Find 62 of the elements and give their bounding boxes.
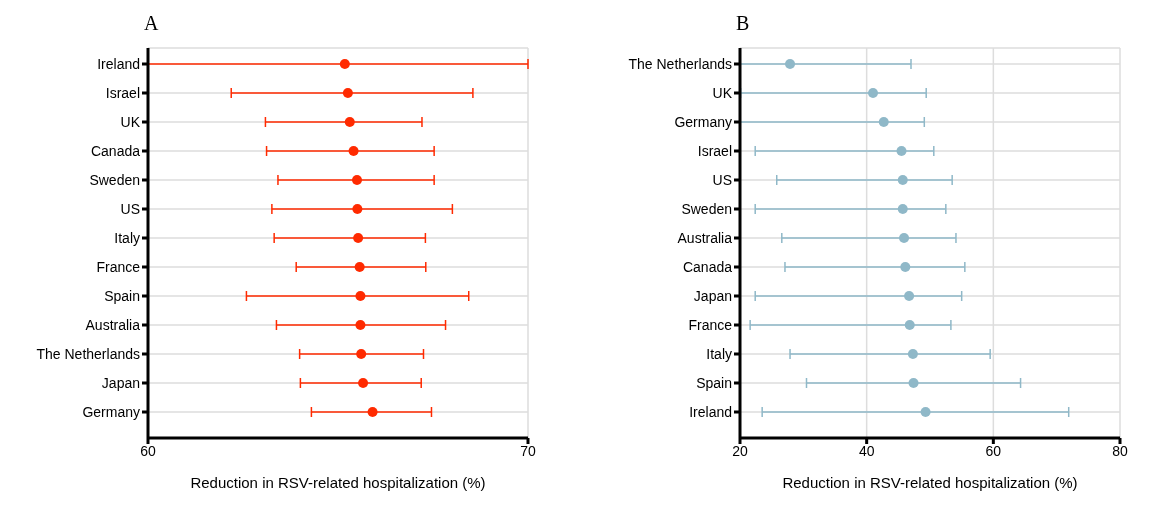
- point: [920, 407, 931, 417]
- point: [904, 320, 915, 330]
- point: [355, 291, 366, 301]
- x-tick-label: 70: [520, 442, 536, 459]
- chart-title: A: [144, 12, 159, 35]
- point: [896, 146, 907, 156]
- y-tick-label: Italy: [114, 229, 140, 246]
- y-tick-label: Australia: [85, 316, 141, 333]
- point: [344, 117, 355, 127]
- point: [356, 349, 367, 359]
- x-tick-label: 60: [985, 442, 1002, 459]
- point: [367, 407, 378, 417]
- x-tick-label: 80: [1112, 442, 1128, 459]
- y-tick-label: UK: [120, 113, 141, 130]
- x-tick-label: 40: [858, 442, 875, 459]
- y-tick-label: Canada: [682, 258, 733, 275]
- y-tick-label: Canada: [90, 142, 141, 159]
- x-tick-label: 60: [140, 442, 156, 459]
- point: [352, 175, 362, 185]
- y-tick-label: Spain: [696, 374, 732, 391]
- x-tick-label: 20: [732, 442, 748, 459]
- point: [907, 349, 918, 359]
- point: [899, 233, 910, 243]
- point: [897, 175, 908, 185]
- point: [354, 262, 365, 272]
- point: [339, 59, 350, 69]
- point: [785, 59, 796, 69]
- y-tick-label: Sweden: [89, 171, 140, 188]
- chart-title: B: [736, 12, 750, 35]
- point: [868, 88, 878, 98]
- point: [878, 117, 889, 127]
- point: [342, 88, 353, 98]
- point: [348, 146, 359, 156]
- y-tick-label: UK: [712, 84, 733, 101]
- y-tick-label: Germany: [674, 113, 732, 130]
- y-tick-label: Japan: [693, 287, 732, 304]
- y-tick-label: Japan: [101, 374, 140, 391]
- y-tick-label: Ireland: [97, 55, 140, 72]
- y-tick-label: Germany: [82, 403, 140, 420]
- x-axis-title: Reduction in RSV-related hospitalization (%): [782, 474, 1078, 491]
- y-tick-label: US: [120, 200, 140, 217]
- x-axis-title: Reduction in RSV-related hospitalization (%): [190, 474, 486, 491]
- y-tick-label: France: [96, 258, 141, 275]
- y-tick-label: Israel: [697, 142, 732, 159]
- point: [900, 262, 911, 272]
- y-tick-label: Ireland: [689, 403, 732, 420]
- point: [353, 233, 364, 243]
- y-tick-label: Italy: [706, 345, 732, 362]
- y-tick-label: The Netherlands: [36, 345, 140, 362]
- y-tick-label: France: [688, 316, 733, 333]
- y-tick-label: The Netherlands: [628, 55, 732, 72]
- point: [897, 204, 908, 214]
- point: [904, 291, 915, 301]
- point: [908, 378, 919, 388]
- point: [358, 378, 369, 388]
- point: [355, 320, 366, 330]
- y-tick-label: US: [712, 171, 732, 188]
- y-tick-label: Israel: [105, 84, 140, 101]
- point: [352, 204, 363, 214]
- y-tick-label: Spain: [104, 287, 140, 304]
- y-tick-label: Sweden: [681, 200, 732, 217]
- y-tick-label: Australia: [677, 229, 733, 246]
